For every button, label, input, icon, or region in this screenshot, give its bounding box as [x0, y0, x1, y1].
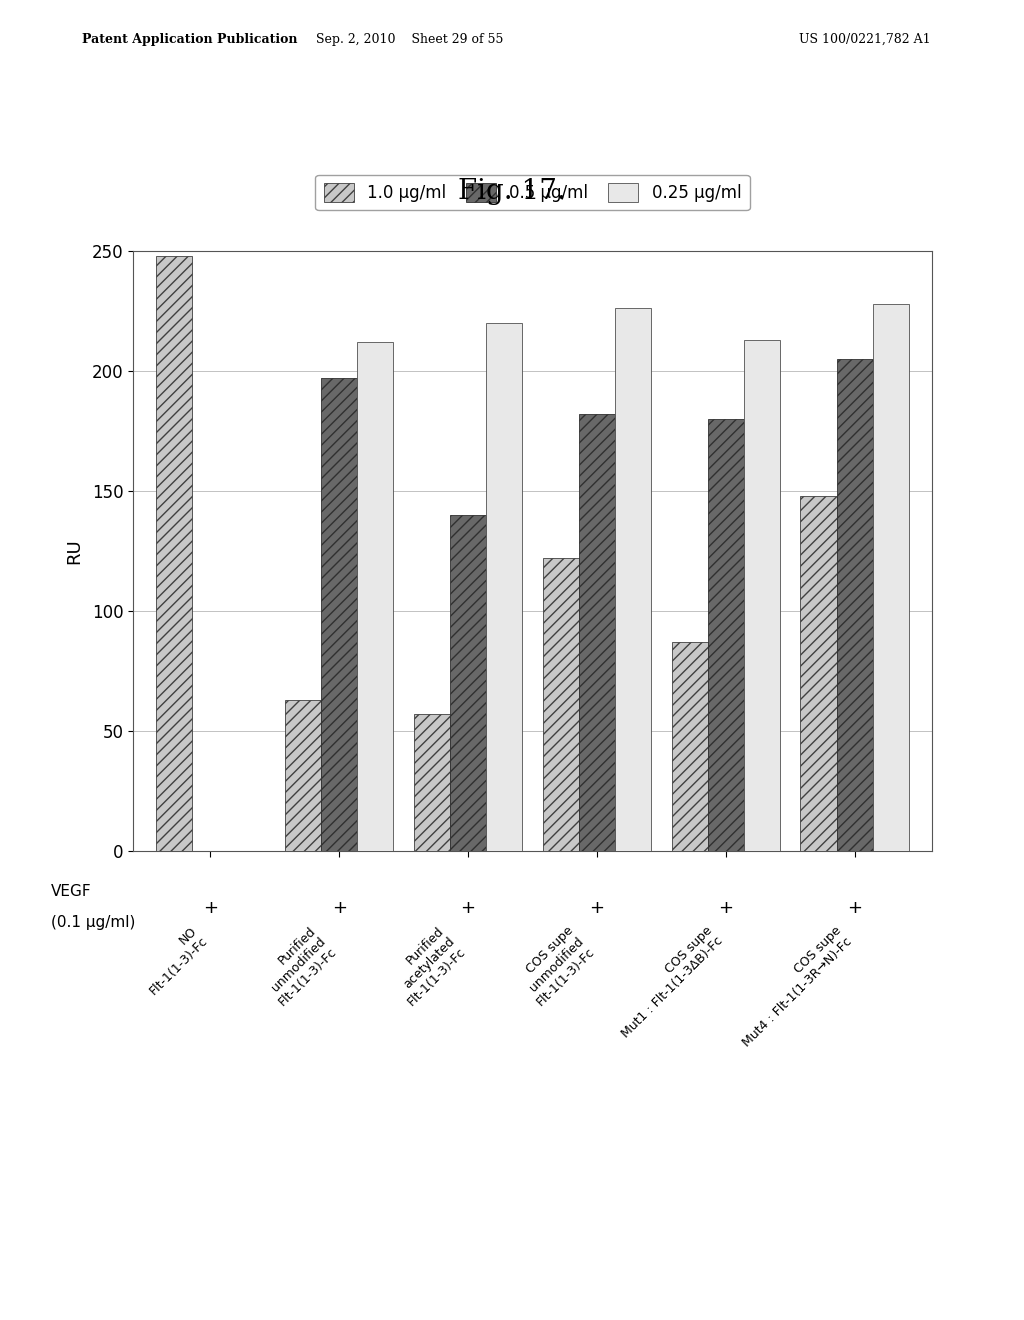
Bar [801, 496, 837, 851]
Bar [157, 256, 193, 851]
Text: Purified
unmodified
Flt-1(1-3)-Fc: Purified unmodified Flt-1(1-3)-Fc [255, 924, 339, 1008]
Text: (0.1 μg/ml): (0.1 μg/ml) [51, 915, 135, 929]
Text: VEGF: VEGF [51, 884, 92, 899]
Text: US 100/0221,782 A1: US 100/0221,782 A1 [799, 33, 931, 46]
Text: Patent Application Publication: Patent Application Publication [82, 33, 297, 46]
Bar [450, 515, 486, 851]
Legend: 1.0 μg/ml, 0.5 μg/ml, 0.25 μg/ml: 1.0 μg/ml, 0.5 μg/ml, 0.25 μg/ml [315, 176, 750, 210]
Bar [579, 414, 615, 851]
Text: Sep. 2, 2010    Sheet 29 of 55: Sep. 2, 2010 Sheet 29 of 55 [316, 33, 503, 46]
Text: COS supe
unmodified
Flt-1(1-3)-Fc: COS supe unmodified Flt-1(1-3)-Fc [512, 924, 597, 1008]
Bar [543, 558, 579, 851]
Text: +: + [590, 899, 604, 917]
Text: Purified
acetylated
Flt-1(1-3)-Fc: Purified acetylated Flt-1(1-3)-Fc [384, 924, 468, 1008]
Bar [837, 359, 872, 851]
Text: NO
Flt-1(1-3)-Fc: NO Flt-1(1-3)-Fc [136, 924, 210, 998]
Text: COS supe
Mut4 : Flt-1(1-3R→N)-Fc: COS supe Mut4 : Flt-1(1-3R→N)-Fc [729, 924, 855, 1049]
Text: Fig. 17.: Fig. 17. [458, 178, 566, 205]
Y-axis label: RU: RU [66, 539, 83, 564]
Bar [414, 714, 450, 851]
Bar [322, 378, 357, 851]
Bar [743, 339, 780, 851]
Bar [357, 342, 393, 851]
Text: +: + [461, 899, 475, 917]
Text: +: + [332, 899, 347, 917]
Bar [615, 309, 651, 851]
Bar [285, 700, 322, 851]
Bar [708, 418, 743, 851]
Bar [486, 323, 522, 851]
Text: COS supe
Mut1 : Flt-1(1-3ΔB)-Fc: COS supe Mut1 : Flt-1(1-3ΔB)-Fc [609, 924, 726, 1041]
Text: +: + [203, 899, 218, 917]
Text: +: + [718, 899, 733, 917]
Text: +: + [847, 899, 862, 917]
Bar [872, 304, 908, 851]
Bar [672, 643, 708, 851]
